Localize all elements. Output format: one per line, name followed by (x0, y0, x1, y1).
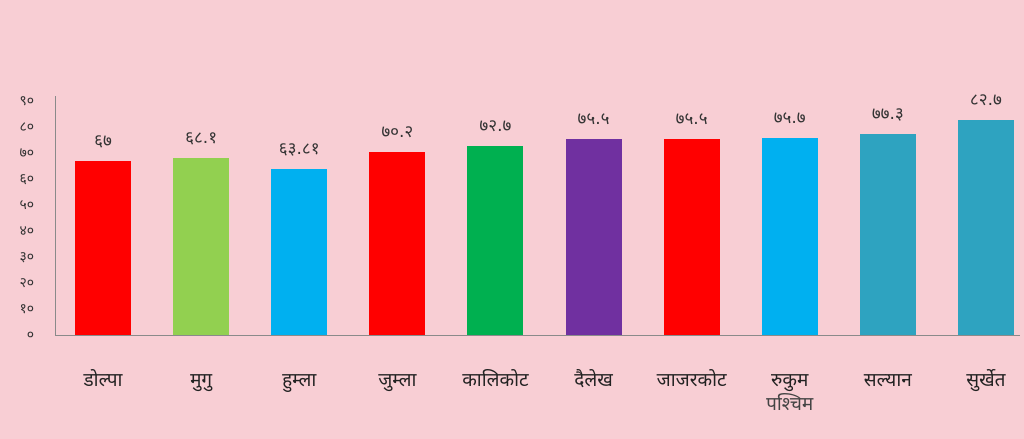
bar (663, 138, 720, 335)
bar (565, 138, 622, 335)
y-tick-label: ९० (19, 93, 34, 109)
value-label: ७७.३ (871, 104, 904, 125)
value-label: ८२.७ (969, 89, 1002, 110)
bar (369, 152, 426, 335)
y-tick-label: ३० (19, 249, 34, 265)
bar (173, 157, 230, 335)
y-tick-label: ४० (19, 223, 34, 239)
category-label-line: मुगु (190, 369, 213, 391)
value-label: ७५.५ (675, 108, 708, 129)
value-label: ७५.७ (773, 108, 806, 129)
y-axis-line (55, 96, 56, 335)
bar (467, 145, 524, 335)
category-label-line: दैलेख (574, 369, 613, 391)
category-label-line: सुर्खेत (966, 369, 1006, 391)
y-tick-label: १० (19, 301, 34, 317)
category-label-line: हुम्ला (282, 369, 317, 391)
value-label: ६८.१ (185, 127, 218, 148)
x-axis-line (55, 335, 1020, 336)
bar (859, 134, 916, 335)
category-label: जाजरकोट (637, 368, 747, 392)
value-label: ६७ (94, 130, 112, 151)
y-tick-label: २० (19, 275, 34, 291)
value-label: ७०.२ (381, 122, 414, 143)
category-label: कालिकोट (440, 368, 550, 392)
category-label-line: जाजरकोट (656, 369, 727, 391)
bar (271, 169, 328, 335)
y-tick-label: ० (26, 327, 34, 343)
category-label: सुर्खेत (931, 368, 1024, 392)
y-tick-label: ८० (19, 119, 34, 135)
category-label: जुम्ला (342, 368, 452, 392)
y-tick-label: ६० (19, 171, 34, 187)
y-tick-label: ५० (19, 197, 34, 213)
category-label: रुकुम पश्चिम (735, 368, 845, 416)
category-label-line: सल्यान (863, 369, 912, 391)
category-label-line: जुम्ला (378, 369, 417, 391)
category-label-line: पश्चिम (766, 393, 814, 415)
value-label: ७५.५ (577, 108, 610, 129)
bar (761, 138, 818, 335)
bar (957, 119, 1014, 335)
bar (75, 160, 131, 335)
category-label: मुगु (146, 368, 256, 392)
category-label: डोल्पा (48, 368, 158, 392)
category-label: हुम्ला (244, 368, 354, 392)
y-tick-label: ७० (19, 145, 34, 161)
value-label: ६३.८१ (278, 139, 320, 160)
category-label-line: रुकुम (771, 369, 809, 391)
category-label: दैलेख (539, 368, 649, 392)
category-label: सल्यान (833, 368, 943, 392)
value-label: ७२.७ (479, 115, 512, 136)
category-label-line: कालिकोट (462, 369, 529, 391)
category-label-line: डोल्पा (83, 369, 123, 391)
